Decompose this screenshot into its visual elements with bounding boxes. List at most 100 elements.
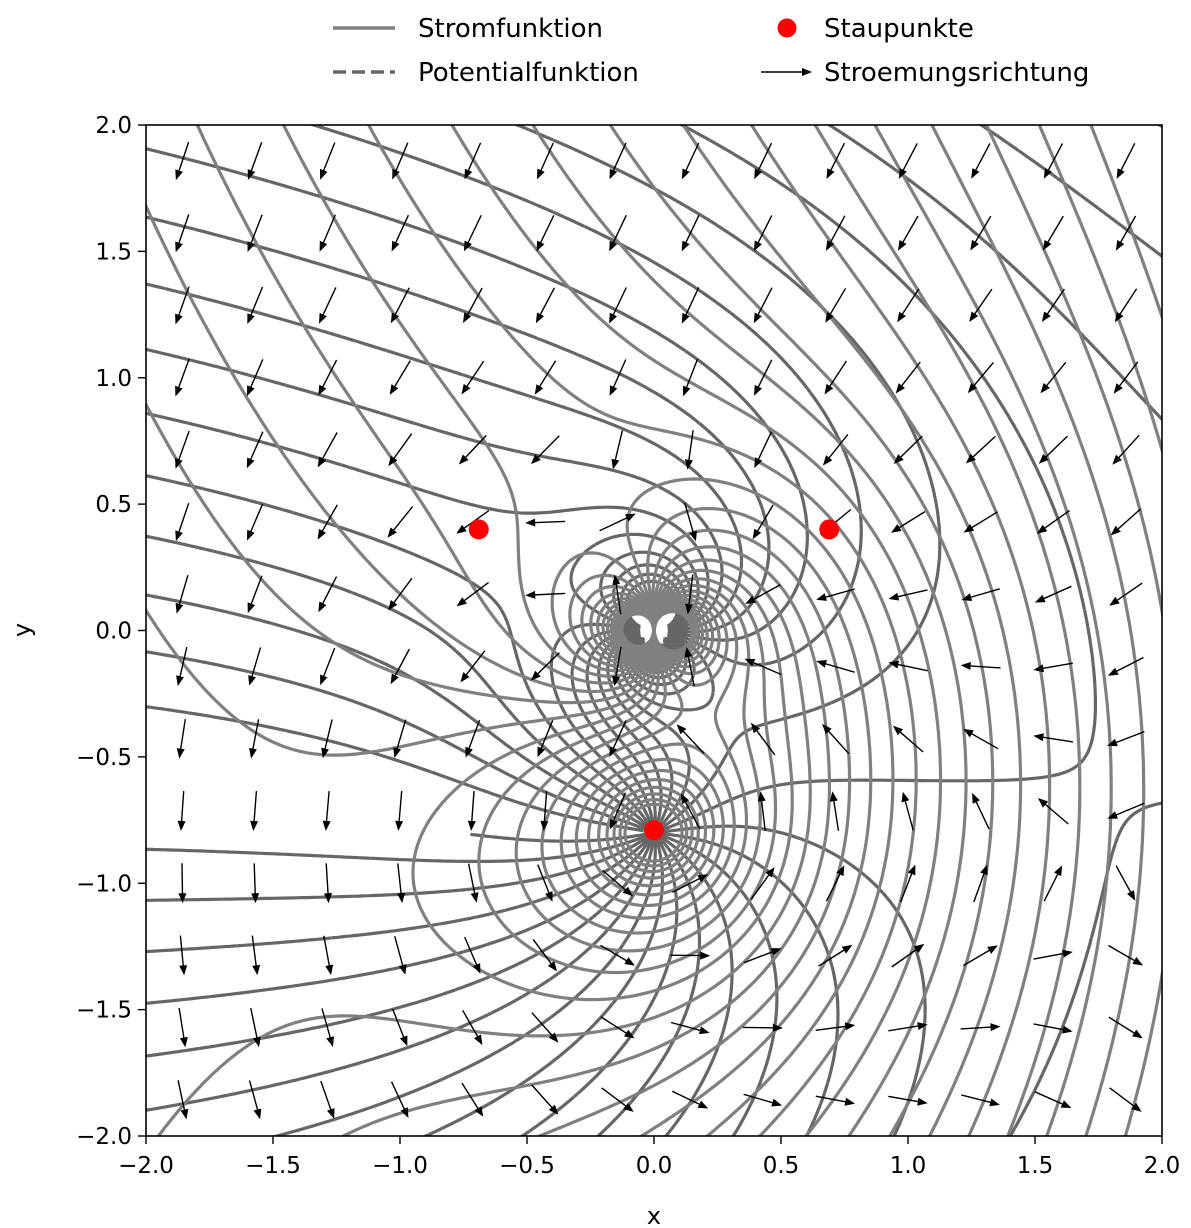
flow-arrow (888, 1095, 928, 1106)
flow-arrow (815, 1095, 856, 1106)
flow-arrow (684, 430, 694, 470)
y-tick-label: 2.0 (95, 113, 132, 139)
flow-arrow (822, 723, 850, 755)
legend-stromfunktion-label: Stromfunktion (418, 14, 603, 44)
flow-arrow (318, 576, 338, 613)
flow-arrow (395, 791, 404, 831)
flow-arrow (609, 359, 627, 396)
flow-arrow (321, 1008, 334, 1047)
flow-arrow (464, 142, 482, 180)
flow-arrow (599, 513, 636, 532)
stream-line (559, 593, 736, 920)
flow-arrow (612, 646, 622, 687)
stream-line (195, 125, 873, 1136)
flow-arrow (961, 1094, 1000, 1107)
flow-arrow (609, 287, 627, 324)
flow-arrow (744, 658, 782, 676)
flow-arrow (391, 214, 410, 252)
flow-arrow (1042, 215, 1064, 251)
flow-arrow (743, 1093, 783, 1107)
flow-arrow (742, 1023, 783, 1032)
flow-arrow (530, 652, 560, 681)
flow-arrow (389, 360, 411, 395)
flow-arrow (891, 511, 926, 533)
flow-arrow (963, 511, 998, 533)
legend-staupunkte-label: Staupunkte (824, 14, 974, 44)
flow-arrow (392, 1008, 408, 1047)
flow-arrow (178, 863, 187, 904)
flow-arrow (531, 435, 560, 465)
flow-arrow (537, 864, 553, 902)
stream-line (477, 577, 778, 975)
x-tick-label: 2.0 (1144, 1153, 1181, 1179)
flow-arrow (467, 791, 476, 831)
stream-line (146, 202, 852, 1136)
flow-arrow (685, 574, 694, 615)
x-tick-label: −1.0 (372, 1153, 428, 1179)
stream-line (281, 125, 895, 1136)
flow-arrow (318, 359, 338, 396)
x-tick-label: −1.5 (245, 1153, 301, 1179)
flow-arrow (321, 719, 333, 759)
flow-arrow (250, 1007, 261, 1048)
flow-arrow (251, 935, 261, 976)
flow-arrow (750, 722, 776, 756)
flow-arrow (816, 660, 855, 673)
flow-arrow (609, 720, 627, 757)
flow-arrow (892, 725, 924, 753)
flow-arrow (467, 863, 479, 903)
stagnation-point (819, 519, 840, 540)
stream-line (411, 568, 794, 1002)
flow-arrow (898, 215, 919, 251)
flow-arrow (752, 504, 774, 540)
stream-line (596, 125, 1023, 1136)
flow-arrow (319, 287, 337, 324)
flow-arrow (1109, 582, 1143, 606)
flow-arrow (888, 1022, 928, 1032)
flow-arrow (463, 214, 482, 252)
flow-arrow (815, 1022, 856, 1031)
potential-line (146, 643, 665, 902)
flow-arrow (745, 584, 781, 604)
y-tick-label: 1.5 (95, 239, 132, 265)
flow-arrow (754, 359, 773, 396)
flow-arrow (609, 792, 627, 830)
flow-arrow (175, 141, 190, 181)
flow-arrow (177, 1080, 189, 1120)
flow-arrow (465, 719, 481, 758)
flow-arrow (179, 935, 188, 976)
stream-line (606, 125, 1082, 1136)
flow-arrow (317, 504, 338, 540)
flow-arrow (1034, 1091, 1072, 1108)
flow-arrow (388, 433, 413, 467)
flow-arrow (888, 589, 928, 601)
flow-arrow (962, 945, 998, 967)
flow-arrow (1110, 508, 1142, 536)
potential-line (146, 215, 771, 832)
y-tick-label: −1.0 (76, 871, 132, 897)
flow-arrow (388, 577, 413, 611)
flow-arrow (1033, 733, 1074, 743)
flow-arrow (671, 1090, 709, 1109)
flow-arrow (602, 869, 633, 897)
flow-arrow (682, 358, 699, 397)
flow-arrow (818, 944, 853, 967)
flow-arrow (825, 865, 845, 902)
flow-arrow (901, 791, 914, 831)
flow-arrow (676, 724, 705, 754)
flow-arrow (973, 864, 988, 903)
flow-arrow (324, 863, 332, 904)
flow-arrow (462, 1009, 483, 1046)
y-tick-label: −2.0 (76, 1124, 132, 1150)
flow-arrow (458, 434, 487, 465)
flow-arrow (1033, 662, 1073, 673)
stream-line (620, 125, 1162, 648)
flow-arrow (1109, 1087, 1142, 1112)
flow-arrow (531, 1012, 559, 1043)
flow-arrow (320, 647, 336, 686)
flow-arrow (670, 1021, 710, 1035)
flow-arrow (531, 1084, 559, 1115)
flow-arrow (601, 1087, 634, 1112)
flow-arrow (960, 1023, 1001, 1032)
